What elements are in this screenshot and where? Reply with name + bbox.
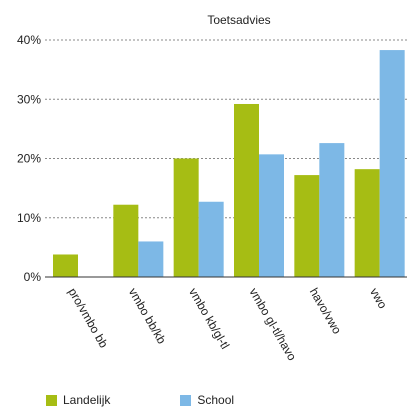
y-tick-label: 10% xyxy=(17,211,41,225)
y-tick-label: 20% xyxy=(17,152,41,166)
bar-chart: Toetsadvies 0% 10% 20% 30% 40% pro/vmbo bb vm… xyxy=(17,13,407,364)
x-tick-label: pro/vmbo bb xyxy=(65,286,111,351)
bar-landelijk-3 xyxy=(234,103,259,278)
x-tick-label: vmbo gl-tl/havo xyxy=(246,286,299,364)
x-tick-label: havo/vwo xyxy=(307,286,345,337)
y-tick-label: 30% xyxy=(17,92,41,106)
bar-landelijk-5 xyxy=(354,169,380,277)
chart-title: Toetsadvies xyxy=(207,13,270,27)
y-tick-label: 40% xyxy=(17,33,41,47)
bar-landelijk-1 xyxy=(113,204,139,277)
x-tick-label: vmbo kb/gl-tl xyxy=(186,286,232,352)
legend-item-landelijk: Landelijk xyxy=(46,393,110,407)
x-tick-label: vmbo bb/kb xyxy=(126,286,169,347)
bars xyxy=(53,50,405,278)
legend-swatch-landelijk xyxy=(46,394,57,406)
bar-landelijk-0 xyxy=(53,254,78,277)
legend-label-landelijk: Landelijk xyxy=(63,393,111,407)
x-tick-label: vwo xyxy=(367,286,390,312)
x-axis-tick-labels: pro/vmbo bb vmbo bb/kb vmbo kb/gl-tl vmbo g… xyxy=(65,286,390,364)
grid-lines xyxy=(45,39,407,219)
bar-school-1 xyxy=(138,241,164,277)
bar-school-4 xyxy=(319,143,345,277)
legend: Landelijk School xyxy=(46,393,234,407)
bar-landelijk-4 xyxy=(294,175,320,277)
bar-school-3 xyxy=(259,154,284,277)
legend-label-school: School xyxy=(197,393,235,407)
bar-school-2 xyxy=(198,201,224,277)
y-axis-tick-labels: 0% 10% 20% 30% 40% xyxy=(17,33,41,284)
bar-landelijk-2 xyxy=(173,158,199,277)
legend-swatch-school xyxy=(180,394,192,406)
y-tick-label: 0% xyxy=(24,270,42,284)
legend-item-school: School xyxy=(180,393,234,407)
bar-school-5 xyxy=(379,50,405,278)
